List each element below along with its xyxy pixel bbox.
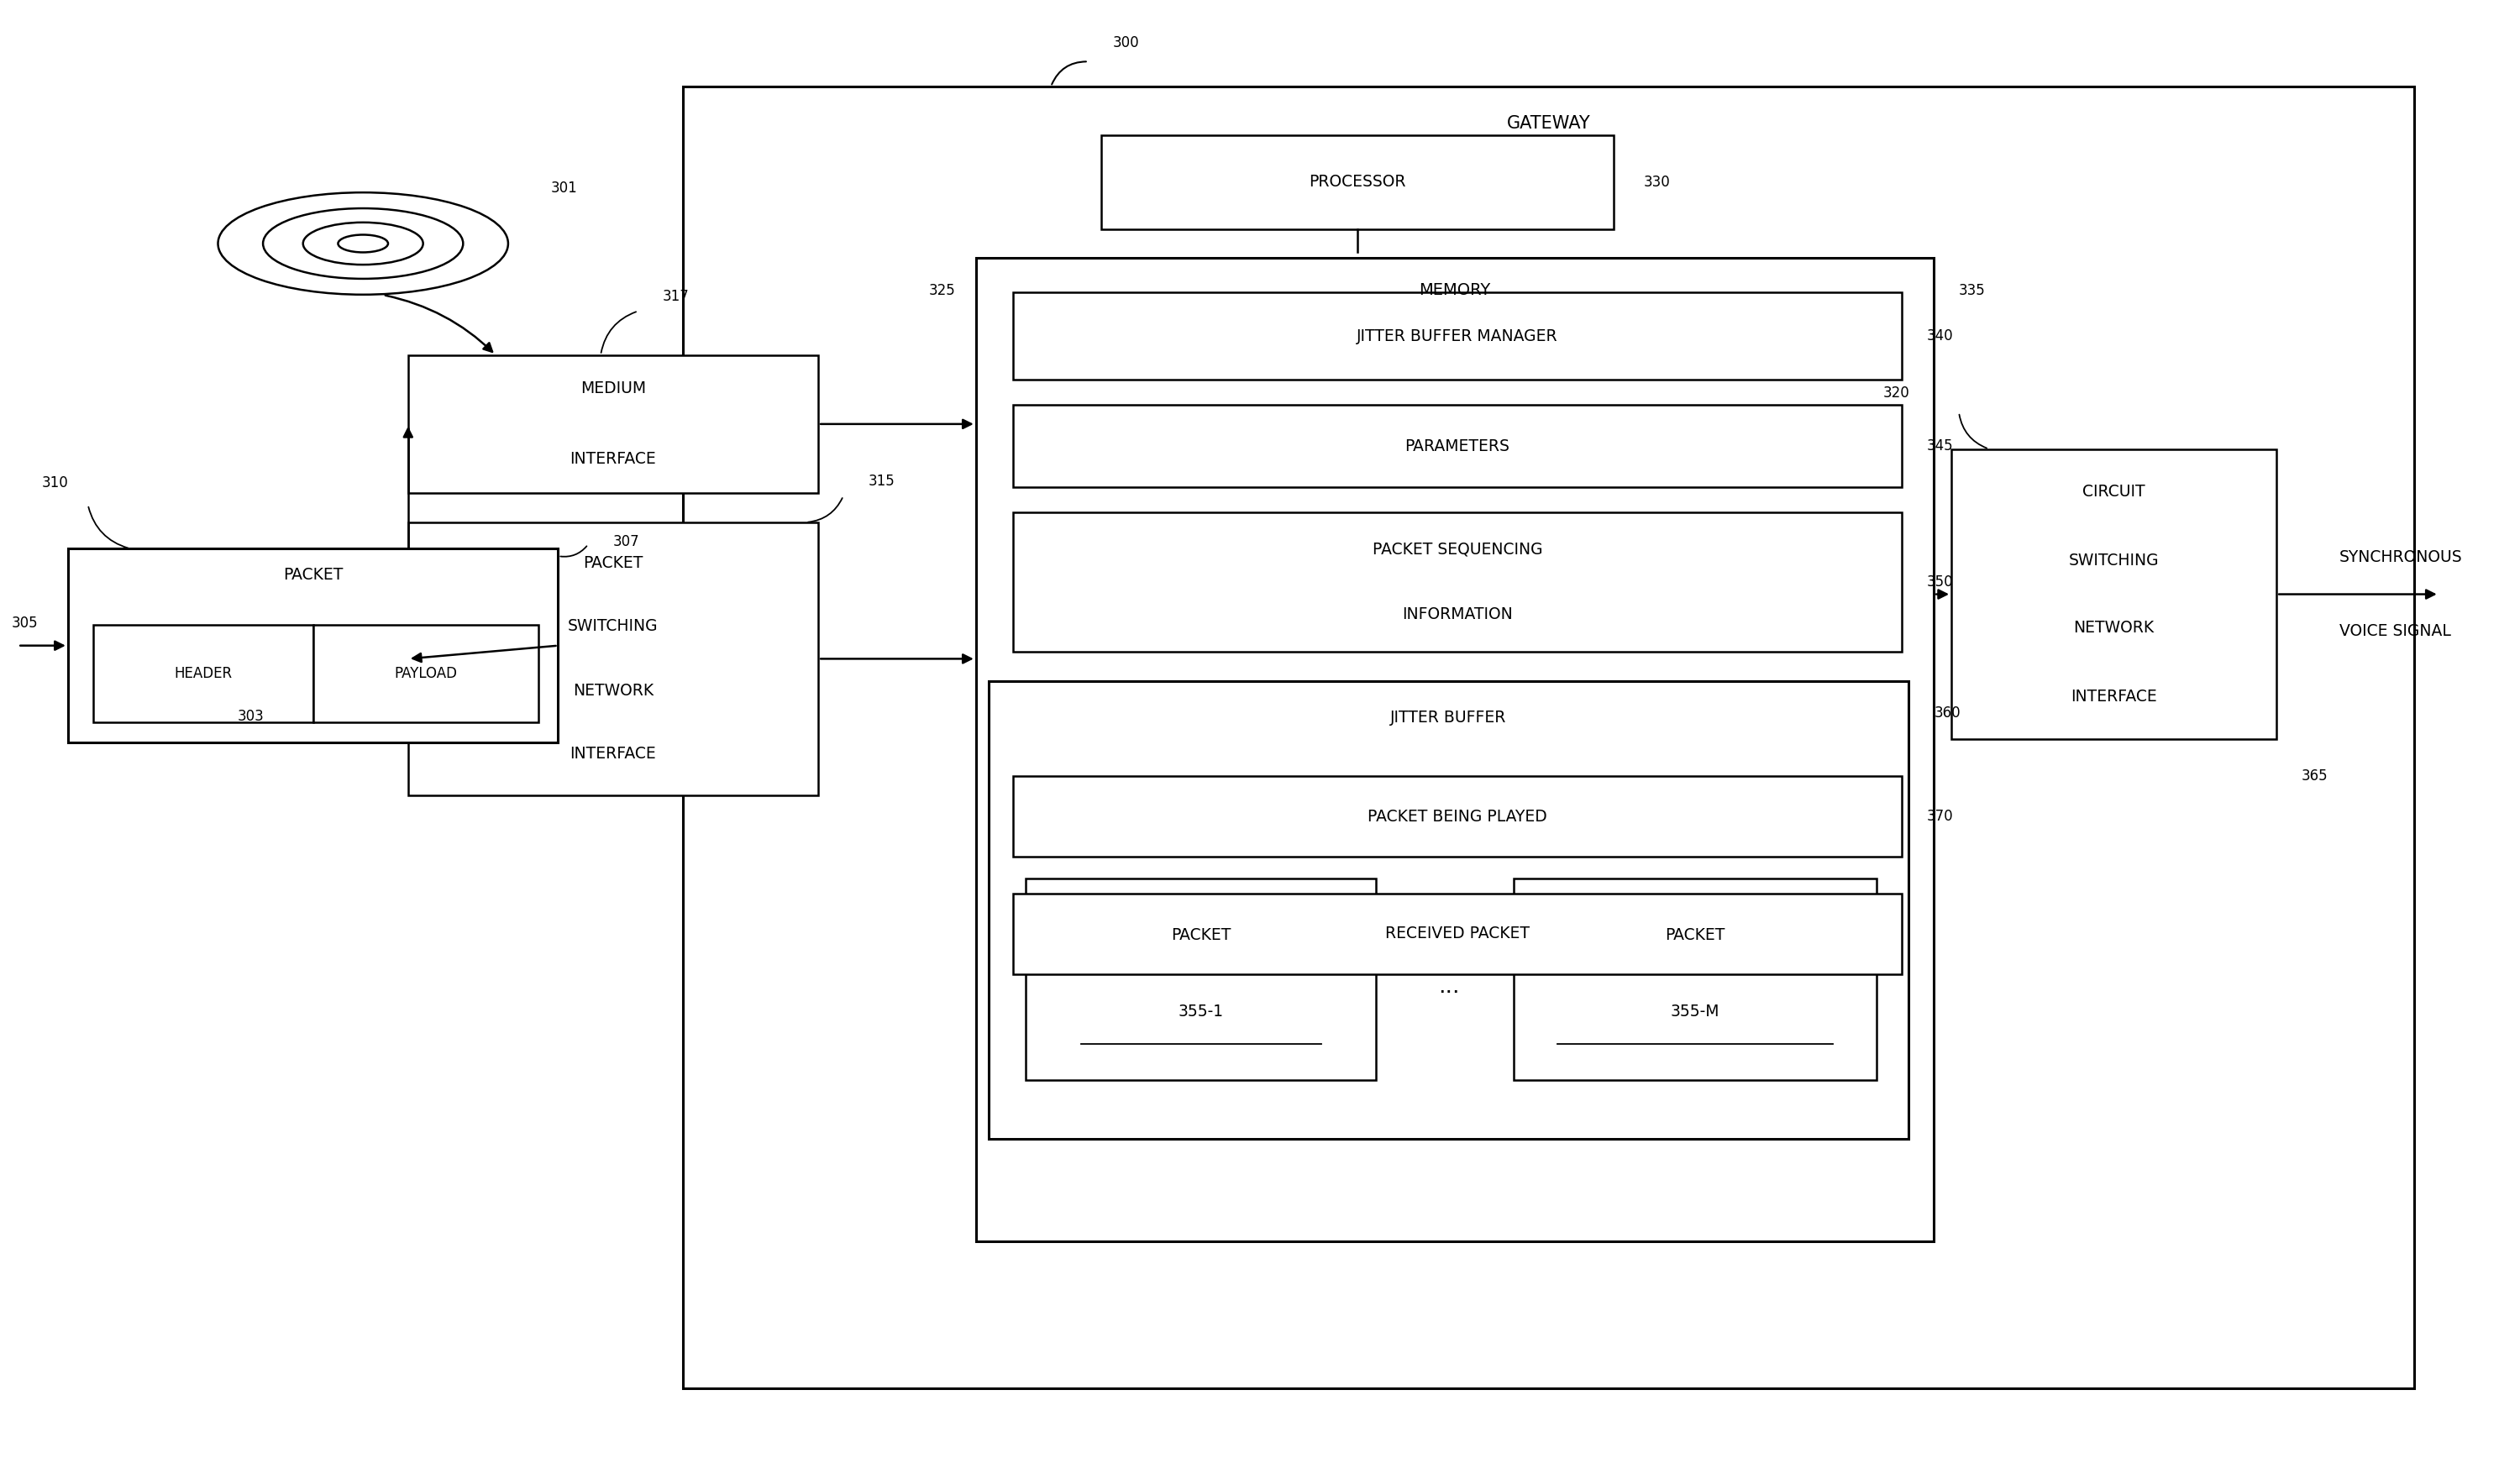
Ellipse shape — [338, 235, 388, 253]
Text: 300: 300 — [1114, 35, 1139, 50]
Text: 315: 315 — [869, 473, 895, 488]
Text: 301: 301 — [552, 180, 577, 195]
Text: PAYLOAD: PAYLOAD — [393, 666, 456, 680]
Bar — [1026, 879, 1376, 1080]
Text: INTERFACE: INTERFACE — [570, 747, 655, 762]
Bar — [408, 522, 819, 796]
Text: PACKET: PACKET — [1666, 927, 1726, 944]
Bar — [68, 549, 557, 742]
Bar — [683, 87, 2414, 1389]
Text: 330: 330 — [1643, 175, 1671, 189]
Ellipse shape — [302, 222, 423, 265]
Text: MEDIUM: MEDIUM — [580, 380, 645, 396]
Text: 355-M: 355-M — [1671, 1004, 1719, 1019]
Text: ...: ... — [1439, 976, 1459, 998]
Text: NETWORK: NETWORK — [572, 683, 653, 700]
Bar — [1013, 776, 1903, 856]
Text: PACKET BEING PLAYED: PACKET BEING PLAYED — [1368, 809, 1547, 824]
Text: 303: 303 — [237, 708, 265, 723]
Text: 360: 360 — [1933, 705, 1961, 720]
Ellipse shape — [217, 192, 509, 294]
Text: 370: 370 — [1925, 809, 1953, 824]
Text: SWITCHING: SWITCHING — [2069, 553, 2160, 568]
Text: 317: 317 — [663, 288, 688, 303]
Text: JITTER BUFFER: JITTER BUFFER — [1391, 710, 1507, 726]
Text: 345: 345 — [1925, 438, 1953, 454]
Bar — [1013, 893, 1903, 975]
Text: PROCESSOR: PROCESSOR — [1308, 175, 1406, 189]
Text: 340: 340 — [1925, 328, 1953, 343]
Text: INTERFACE: INTERFACE — [570, 451, 655, 467]
Text: 320: 320 — [1882, 386, 1910, 401]
Bar — [93, 626, 312, 722]
Bar — [1515, 879, 1877, 1080]
Bar — [988, 680, 1908, 1139]
Bar — [1013, 291, 1903, 380]
Text: VOICE SIGNAL: VOICE SIGNAL — [2339, 623, 2449, 639]
Text: 310: 310 — [43, 475, 68, 490]
Text: 305: 305 — [10, 617, 38, 632]
Text: HEADER: HEADER — [174, 666, 232, 680]
Text: MEMORY: MEMORY — [1419, 282, 1492, 299]
Text: PACKET: PACKET — [282, 566, 343, 583]
Bar — [1101, 135, 1613, 229]
Bar — [1013, 512, 1903, 651]
Text: PARAMETERS: PARAMETERS — [1406, 438, 1509, 454]
Text: 325: 325 — [930, 282, 955, 299]
Text: INFORMATION: INFORMATION — [1401, 606, 1512, 623]
Bar — [408, 355, 819, 493]
Text: PACKET: PACKET — [1172, 927, 1230, 944]
Text: 350: 350 — [1925, 574, 1953, 589]
Text: GATEWAY: GATEWAY — [1507, 115, 1590, 132]
Text: 365: 365 — [2301, 769, 2328, 784]
Text: RECEIVED PACKET: RECEIVED PACKET — [1386, 926, 1530, 942]
Text: 355-1: 355-1 — [1179, 1004, 1225, 1019]
Bar — [1013, 405, 1903, 487]
Text: 307: 307 — [612, 534, 640, 549]
Text: JITTER BUFFER MANAGER: JITTER BUFFER MANAGER — [1356, 328, 1557, 345]
Ellipse shape — [262, 209, 464, 278]
Bar — [1950, 450, 2276, 740]
Text: SYNCHRONOUS: SYNCHRONOUS — [2339, 550, 2462, 565]
Text: CIRCUIT: CIRCUIT — [2082, 484, 2145, 500]
Text: 335: 335 — [1958, 282, 1986, 299]
Bar — [975, 259, 1933, 1241]
Text: INTERFACE: INTERFACE — [2071, 689, 2157, 705]
Text: PACKET SEQUENCING: PACKET SEQUENCING — [1373, 541, 1542, 558]
Text: NETWORK: NETWORK — [2074, 620, 2155, 636]
Text: PACKET: PACKET — [582, 556, 643, 571]
Text: SWITCHING: SWITCHING — [567, 618, 658, 634]
Bar — [312, 626, 539, 722]
